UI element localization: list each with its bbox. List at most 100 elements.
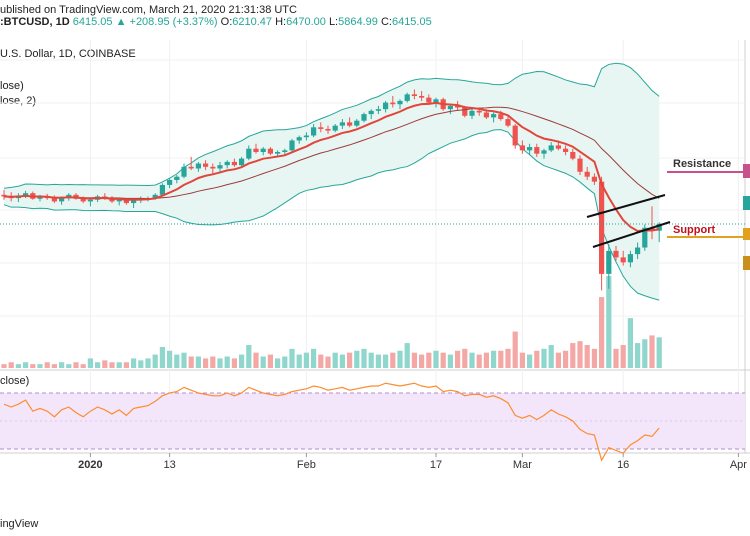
candle	[188, 156, 194, 171]
footer-brand: ingView	[0, 518, 39, 530]
candle-body	[627, 254, 633, 263]
volume-bar	[174, 354, 180, 368]
candle-body	[1, 194, 7, 197]
volume-bar	[383, 354, 389, 368]
candle	[613, 245, 619, 261]
resistance-label: Resistance	[673, 158, 731, 170]
rsi-line	[3, 382, 660, 462]
volume-bar	[419, 354, 425, 368]
candle-body	[577, 158, 583, 172]
candle	[181, 163, 187, 179]
volume-bar	[80, 364, 86, 368]
volume-bar	[30, 364, 36, 368]
candle	[339, 119, 345, 129]
volume-bar	[116, 362, 122, 368]
volume-bar	[368, 352, 374, 368]
candle-body	[311, 127, 317, 136]
candle	[591, 173, 597, 185]
candle-body	[519, 145, 525, 151]
volume-bar	[152, 354, 158, 368]
candle-body	[167, 180, 173, 185]
indicator-legend-2[interactable]: lose, 2)	[0, 95, 37, 107]
candle-body	[570, 152, 576, 159]
volume-bar	[584, 345, 590, 368]
candle-body	[620, 257, 626, 263]
candle-body	[51, 198, 57, 202]
ema-line	[3, 101, 660, 233]
candle-body	[116, 199, 122, 202]
last-price: 6415.05	[72, 16, 113, 28]
candle-body	[433, 99, 439, 103]
symbol-label[interactable]: :BTCUSD, 1D	[0, 16, 70, 28]
volume-bar	[390, 352, 396, 368]
volume-bar	[570, 343, 576, 368]
candle-body	[195, 163, 201, 169]
volume-bar	[87, 358, 93, 368]
bollinger-upper	[3, 62, 660, 189]
candle	[231, 158, 237, 167]
candle-body	[152, 194, 158, 199]
candle-body	[390, 102, 396, 105]
rsi-legend[interactable]: close)	[0, 375, 30, 387]
x-tick-label: 2020	[78, 459, 102, 471]
volume-bar	[339, 354, 345, 368]
candle	[210, 163, 216, 174]
volume-bar	[73, 362, 79, 368]
volume-bar	[167, 350, 173, 368]
candlesticks	[1, 89, 662, 291]
candle-body	[253, 148, 259, 152]
candle	[599, 176, 605, 291]
candle	[224, 160, 230, 169]
volume-bar	[210, 356, 216, 368]
candle	[217, 161, 223, 172]
volume-bar	[296, 354, 302, 368]
indicator-legend-1[interactable]: lose)	[0, 80, 24, 92]
volume-bar	[195, 356, 201, 368]
x-tick-label: Apr	[730, 459, 747, 471]
candle-body	[332, 125, 338, 131]
candle-body	[361, 114, 367, 121]
volume-bar	[591, 348, 597, 368]
candle-body	[260, 148, 266, 152]
candle-body	[87, 199, 93, 202]
volume-bar	[577, 341, 583, 368]
candle	[411, 89, 417, 100]
candle-body	[534, 147, 540, 154]
volume-bar	[95, 362, 101, 368]
candle	[260, 147, 266, 156]
candle-body	[289, 140, 295, 151]
candle	[23, 190, 29, 199]
pane-separators	[0, 40, 750, 454]
volume-bar	[620, 345, 626, 368]
candle-body	[188, 166, 194, 169]
candle	[361, 112, 367, 123]
volume-bar	[455, 350, 461, 368]
candle	[635, 242, 641, 260]
candle-body	[426, 97, 432, 103]
volume-bar	[462, 348, 468, 368]
rsi-pane	[0, 382, 745, 462]
candle-body	[318, 127, 324, 129]
x-tick-label: 13	[163, 459, 175, 471]
volume-bar	[361, 348, 367, 368]
close-value: 6415.05	[391, 16, 432, 28]
candle	[332, 124, 338, 133]
candle-body	[606, 250, 612, 274]
candle-body	[59, 198, 65, 202]
volume-bar	[131, 358, 137, 368]
candle	[570, 148, 576, 161]
candle-body	[339, 122, 345, 126]
candle-body	[483, 112, 489, 118]
volume-bar	[138, 360, 144, 368]
candle	[519, 140, 525, 154]
candle-body	[584, 171, 590, 177]
annotations: Resistance Support	[586, 158, 750, 270]
up-arrow-icon: ▲	[115, 16, 127, 28]
x-axis: 2020 13 Feb 17 Mar 16 Apr	[78, 453, 747, 471]
volume-bar	[505, 348, 511, 368]
candle	[368, 109, 374, 120]
candle-body	[397, 100, 403, 105]
candle	[491, 112, 497, 123]
candle-body	[462, 107, 468, 116]
